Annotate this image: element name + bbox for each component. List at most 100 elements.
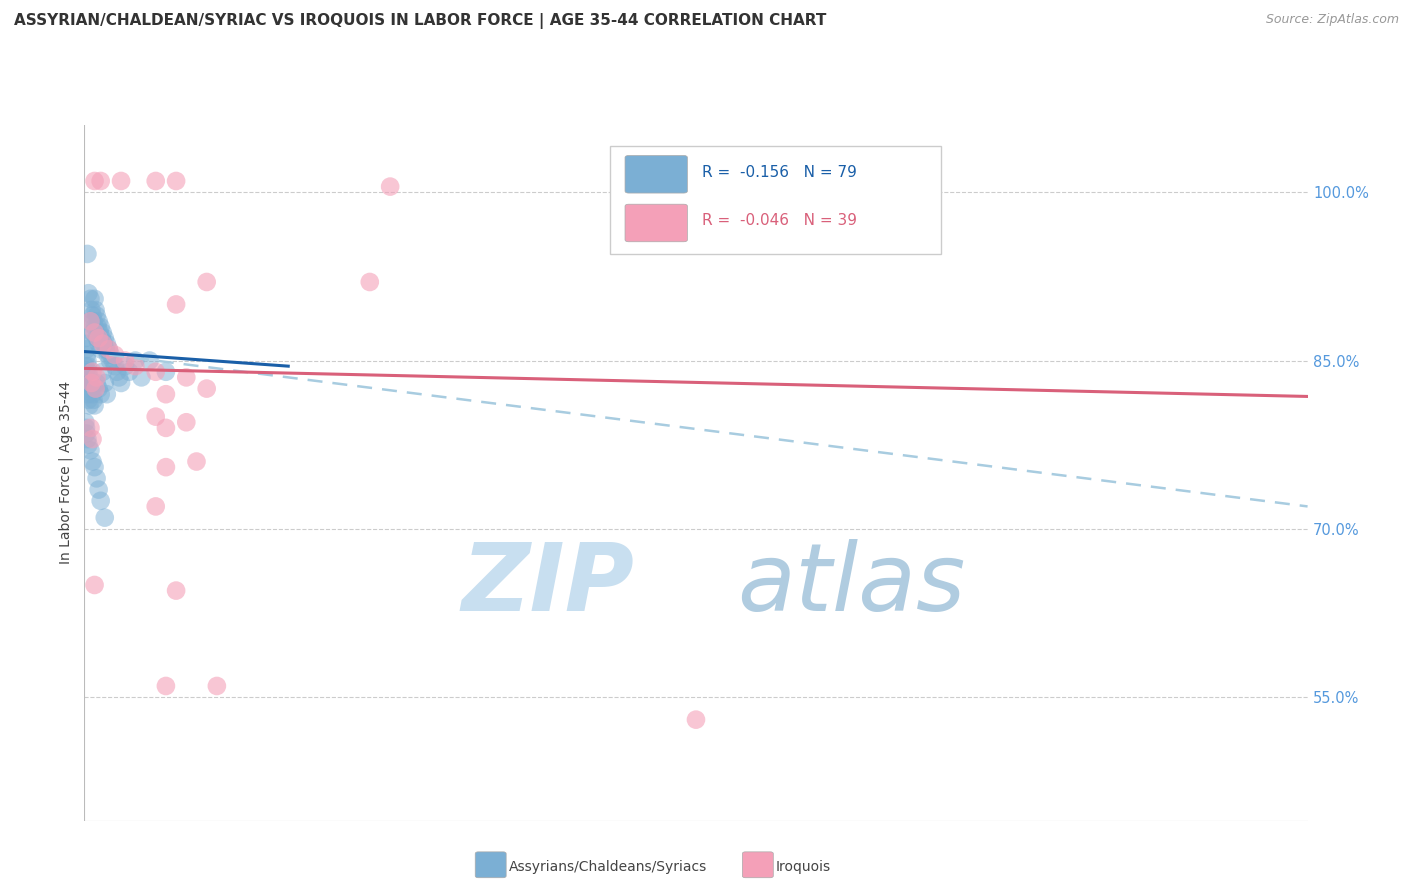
Point — [80, 376, 103, 390]
Point — [77, 365, 100, 379]
Point — [79, 399, 101, 413]
Point — [195, 275, 218, 289]
Point — [76, 247, 98, 261]
Point — [82, 454, 104, 468]
Point — [205, 679, 228, 693]
Point — [90, 319, 112, 334]
Point — [93, 331, 117, 345]
Point — [97, 348, 120, 362]
Point — [96, 387, 118, 401]
FancyBboxPatch shape — [626, 204, 688, 242]
Point — [86, 471, 108, 485]
Point — [124, 353, 146, 368]
Point — [83, 314, 105, 328]
Point — [97, 343, 120, 357]
Point — [82, 432, 104, 446]
Point — [75, 343, 97, 357]
Point — [90, 387, 112, 401]
Point — [75, 370, 97, 384]
Point — [79, 314, 101, 328]
Point — [87, 382, 110, 396]
Point — [83, 460, 105, 475]
Point — [165, 174, 187, 188]
Point — [131, 370, 153, 384]
Point — [145, 174, 167, 188]
Point — [101, 353, 124, 368]
Point — [108, 370, 131, 384]
Point — [195, 382, 218, 396]
Point — [82, 387, 104, 401]
Point — [96, 336, 118, 351]
Point — [114, 359, 136, 373]
Point — [110, 376, 132, 390]
Point — [75, 331, 97, 345]
Point — [77, 387, 100, 401]
Point — [145, 409, 167, 424]
Point — [86, 376, 108, 390]
Point — [83, 326, 105, 340]
Point — [83, 578, 105, 592]
Point — [685, 191, 707, 205]
Point — [97, 343, 120, 357]
Text: ZIP: ZIP — [463, 539, 636, 631]
Point — [87, 483, 110, 497]
Point — [100, 348, 122, 362]
Point — [155, 365, 177, 379]
Point — [98, 353, 121, 368]
Point — [75, 421, 97, 435]
Y-axis label: In Labor Force | Age 35-44: In Labor Force | Age 35-44 — [59, 381, 73, 565]
Point — [93, 376, 117, 390]
Point — [84, 382, 107, 396]
Point — [87, 331, 110, 345]
Point — [91, 365, 114, 379]
Point — [105, 365, 128, 379]
Point — [75, 426, 97, 441]
Point — [86, 319, 108, 334]
Point — [685, 713, 707, 727]
Point — [155, 679, 177, 693]
Point — [77, 392, 100, 407]
Point — [79, 376, 101, 390]
Point — [87, 336, 110, 351]
Point — [86, 370, 108, 384]
Point — [79, 421, 101, 435]
Point — [90, 331, 112, 345]
Text: Assyrians/Chaldeans/Syriacs: Assyrians/Chaldeans/Syriacs — [509, 860, 707, 874]
Point — [90, 174, 112, 188]
Text: R =  -0.156   N = 79: R = -0.156 N = 79 — [702, 165, 858, 179]
Point — [110, 174, 132, 188]
Point — [77, 359, 100, 373]
Point — [83, 174, 105, 188]
Point — [82, 365, 104, 379]
Point — [79, 443, 101, 458]
Point — [165, 297, 187, 311]
Point — [145, 365, 167, 379]
Point — [89, 326, 111, 340]
Point — [75, 365, 97, 379]
Point — [75, 359, 97, 373]
Point — [76, 348, 98, 362]
Point — [90, 343, 112, 357]
Point — [186, 454, 208, 468]
Point — [80, 303, 103, 318]
Point — [77, 286, 100, 301]
Text: Iroquois: Iroquois — [776, 860, 831, 874]
Point — [86, 309, 108, 323]
Point — [75, 415, 97, 429]
Point — [87, 314, 110, 328]
Point — [86, 331, 108, 345]
Point — [84, 303, 107, 318]
Point — [75, 336, 97, 351]
Point — [155, 387, 177, 401]
Text: R =  -0.046   N = 39: R = -0.046 N = 39 — [702, 213, 858, 228]
Point — [145, 500, 167, 514]
Point — [76, 353, 98, 368]
Point — [155, 421, 177, 435]
Point — [174, 370, 197, 384]
Point — [91, 326, 114, 340]
Text: ASSYRIAN/CHALDEAN/SYRIAC VS IROQUOIS IN LABOR FORCE | AGE 35-44 CORRELATION CHAR: ASSYRIAN/CHALDEAN/SYRIAC VS IROQUOIS IN … — [14, 13, 827, 29]
Point — [174, 415, 197, 429]
Point — [104, 359, 127, 373]
Point — [93, 336, 115, 351]
Text: Source: ZipAtlas.com: Source: ZipAtlas.com — [1265, 13, 1399, 27]
